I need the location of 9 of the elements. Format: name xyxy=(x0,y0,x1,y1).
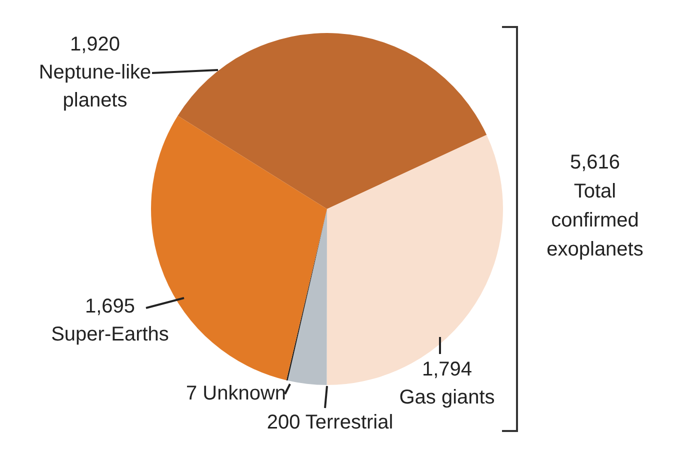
data-label: 1,794 xyxy=(422,358,472,381)
text: 5,616 Total confirmed exoplanets xyxy=(546,152,644,261)
data-label: 1,920 xyxy=(70,34,120,56)
slice-label: Super-Earths xyxy=(51,324,169,346)
data-label: 1,695 xyxy=(84,296,136,318)
slice-label: 200 Terrestrial xyxy=(266,412,394,434)
slice-label: Neptune-like planets xyxy=(38,62,152,112)
slice-label: Gas giants xyxy=(399,386,495,409)
slice-label: 7 Unknown xyxy=(186,382,286,405)
